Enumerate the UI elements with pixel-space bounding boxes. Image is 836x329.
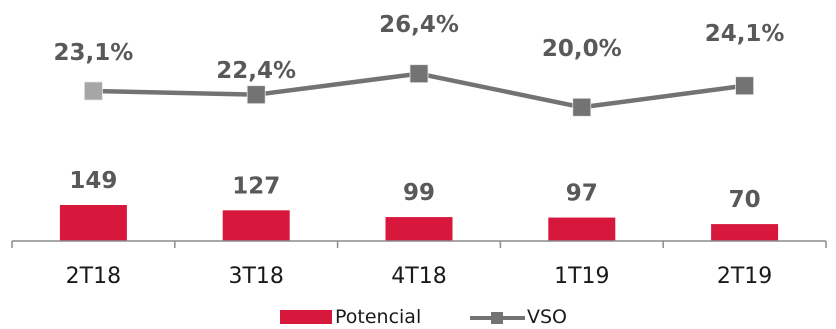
bar-value-label: 70	[729, 187, 761, 213]
x-tick-label: 3T18	[228, 264, 283, 289]
bar-value-label: 97	[566, 181, 598, 207]
line-series-vso	[84, 64, 754, 117]
vso-value-label: 23,1%	[54, 40, 134, 66]
bar-value-label: 127	[232, 173, 280, 199]
line-labels: 23,1% 22,4% 26,4% 20,0% 24,1%	[54, 12, 785, 84]
bar-labels: 149 127 99 97 70	[69, 168, 760, 213]
vso-value-label: 22,4%	[216, 58, 296, 84]
x-tick-label: 4T18	[391, 264, 446, 289]
vso-point-2T19	[735, 76, 754, 96]
bar-1T19	[548, 217, 616, 241]
vso-point-3T18	[246, 85, 266, 105]
legend: Potencial VSO	[280, 306, 567, 328]
vso-point-1T19	[572, 97, 592, 117]
legend-label-potencial: Potencial	[335, 306, 421, 328]
bar-2T19	[711, 224, 779, 241]
x-tick-label: 1T19	[554, 264, 609, 289]
bar-series-potencial	[59, 205, 779, 241]
bar-3T18	[222, 210, 290, 241]
vso-point-4T18	[409, 64, 429, 84]
bar-2T18	[59, 205, 127, 241]
bar-value-label: 99	[403, 180, 435, 206]
x-axis	[11, 240, 827, 248]
legend-label-vso: VSO	[527, 306, 567, 328]
vso-value-label: 26,4%	[379, 12, 459, 38]
bar-value-label: 149	[69, 168, 117, 194]
x-tick-label: 2T19	[717, 264, 772, 289]
x-tick-label: 2T18	[66, 264, 121, 289]
bar-4T18	[385, 217, 453, 241]
legend-marker-vso	[491, 312, 503, 324]
vso-value-label: 24,1%	[705, 21, 785, 47]
legend-swatch-potencial	[280, 310, 332, 324]
vso-point-2T18	[84, 81, 103, 101]
vso-value-label: 20,0%	[542, 36, 622, 62]
x-tick-labels: 2T18 3T18 4T18 1T19 2T19	[66, 264, 773, 289]
